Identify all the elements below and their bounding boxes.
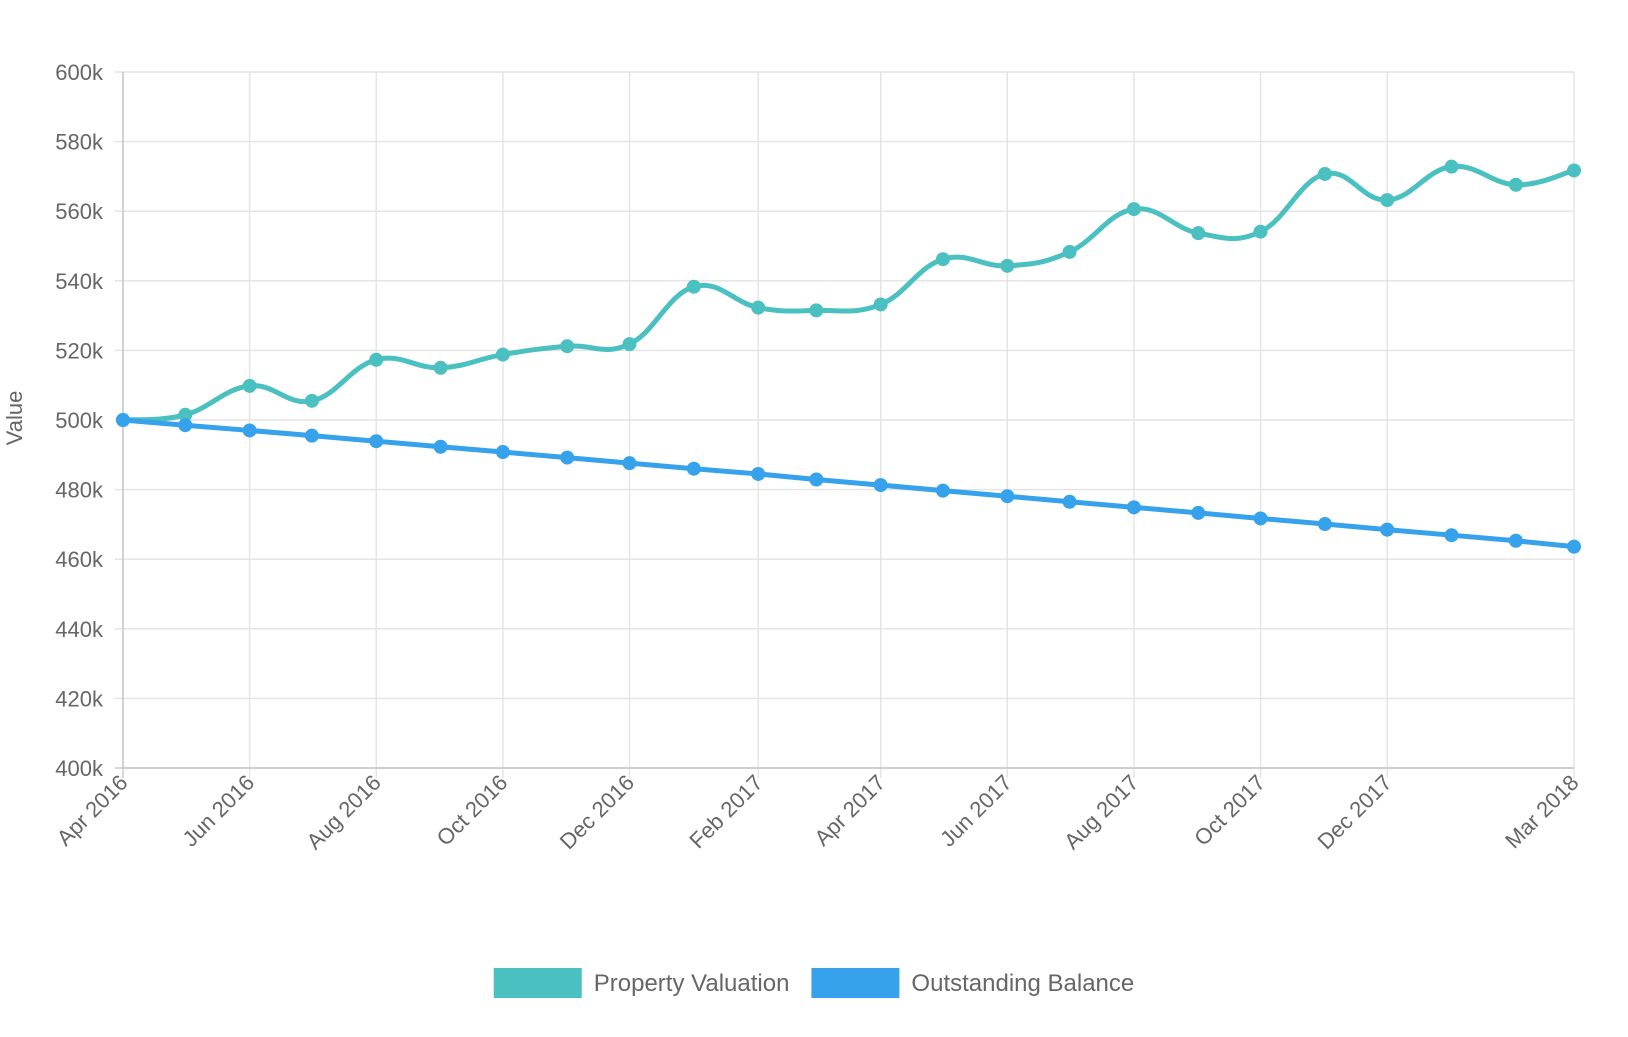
outstanding-balance-point: [1126, 500, 1141, 515]
outstanding-balance-point: [1000, 489, 1015, 504]
property-valuation-point: [1317, 166, 1332, 181]
outstanding-balance-point: [686, 461, 701, 476]
x-tick-label: Jun 2017: [935, 770, 1017, 852]
property-valuation-point: [1567, 163, 1581, 178]
property-valuation-point: [1000, 258, 1015, 273]
property-valuation-point: [1126, 202, 1141, 217]
grid-lines: [115, 71, 1575, 778]
x-tick-label: Jun 2016: [177, 770, 259, 852]
property-valuation-point: [433, 360, 448, 375]
property-valuation-point: [686, 279, 701, 294]
outstanding-balance-point: [1317, 517, 1332, 532]
outstanding-balance-point: [751, 466, 766, 481]
property-valuation-point: [873, 297, 888, 312]
x-tick-label: Dec 2017: [1312, 770, 1396, 854]
outstanding-balance-point: [809, 472, 824, 487]
outstanding-balance-point: [1062, 494, 1077, 509]
property-valuation-legend-swatch: [493, 968, 582, 998]
outstanding-balance-legend-swatch: [811, 968, 900, 998]
property-valuation-point: [304, 393, 319, 408]
y-tick-label: 560k: [55, 199, 104, 224]
legend: Property Valuation Outstanding Balance: [493, 968, 1134, 998]
legend-label: Property Valuation: [594, 970, 790, 997]
legend-label: Outstanding Balance: [911, 970, 1134, 997]
outstanding-balance-point: [1508, 533, 1523, 548]
y-tick-label: 400k: [55, 756, 104, 781]
property-valuation-point: [1191, 226, 1206, 241]
y-tick-label: 600k: [55, 60, 104, 85]
property-valuation-point: [1253, 224, 1268, 239]
outstanding-balance-point: [1567, 539, 1581, 554]
property-valuation-point: [560, 339, 575, 354]
y-tick-label: 580k: [55, 130, 104, 155]
data-points: [116, 159, 1581, 554]
x-tick-label: Mar 2018: [1500, 770, 1583, 853]
property-valuation-point: [809, 303, 824, 318]
y-tick-label: 420k: [55, 686, 104, 711]
outstanding-balance-point: [1191, 505, 1206, 520]
property-valuation-point: [242, 378, 257, 393]
x-tick-label: Aug 2017: [1059, 770, 1143, 854]
outstanding-balance-point: [873, 478, 888, 493]
y-tick-label: 480k: [55, 478, 104, 503]
x-tick-label: Dec 2016: [555, 770, 639, 854]
x-tick-label: Apr 2016: [52, 770, 133, 851]
outstanding-balance-point: [935, 483, 950, 498]
outstanding-balance-point: [495, 445, 510, 460]
outstanding-balance-point: [1380, 522, 1395, 537]
property-valuation-point: [935, 252, 950, 267]
property-valuation-point: [1508, 177, 1523, 192]
y-tick-label: 520k: [55, 338, 104, 363]
x-tick-label: Oct 2017: [1189, 770, 1270, 851]
outstanding-balance-point: [304, 428, 319, 443]
outstanding-balance-point: [242, 423, 257, 438]
y-tick-label: 460k: [55, 547, 104, 572]
outstanding-balance-point: [178, 418, 193, 433]
outstanding-balance-point: [1444, 528, 1459, 543]
outstanding-balance-point: [1253, 511, 1268, 526]
y-axis-title: Value: [2, 391, 27, 446]
property-valuation-point: [1062, 244, 1077, 259]
outstanding-balance-point: [622, 456, 637, 471]
property-valuation-point: [495, 347, 510, 362]
y-tick-label: 500k: [55, 408, 104, 433]
outstanding-balance-point: [369, 434, 384, 449]
x-tick-label: Oct 2016: [432, 770, 513, 851]
outstanding-balance-point: [560, 450, 575, 465]
property-valuation-point: [1444, 159, 1459, 174]
x-tick-label: Aug 2016: [301, 770, 385, 854]
property-valuation-point: [369, 352, 384, 367]
x-tick-labels: Apr 2016 Jun 2016 Aug 2016 Oct 2016 Dec 2016…: [52, 770, 1584, 854]
x-tick-label: Feb 2017: [684, 770, 767, 853]
outstanding-balance-point: [116, 413, 130, 427]
property-valuation-point: [1380, 193, 1395, 208]
property-valuation-point: [751, 300, 766, 315]
y-tick-label: 540k: [55, 269, 104, 294]
outstanding-balance-line: [120, 417, 1577, 550]
property-valuation-line: [120, 163, 1577, 423]
y-tick-label: 440k: [55, 617, 104, 642]
outstanding-balance-point: [433, 439, 448, 454]
x-tick-label: Apr 2017: [809, 770, 890, 851]
y-tick-labels: 400k 420k 440k 460k 480k 500k 520k 540k 560k 580k…: [55, 60, 104, 781]
property-valuation-point: [622, 337, 637, 352]
